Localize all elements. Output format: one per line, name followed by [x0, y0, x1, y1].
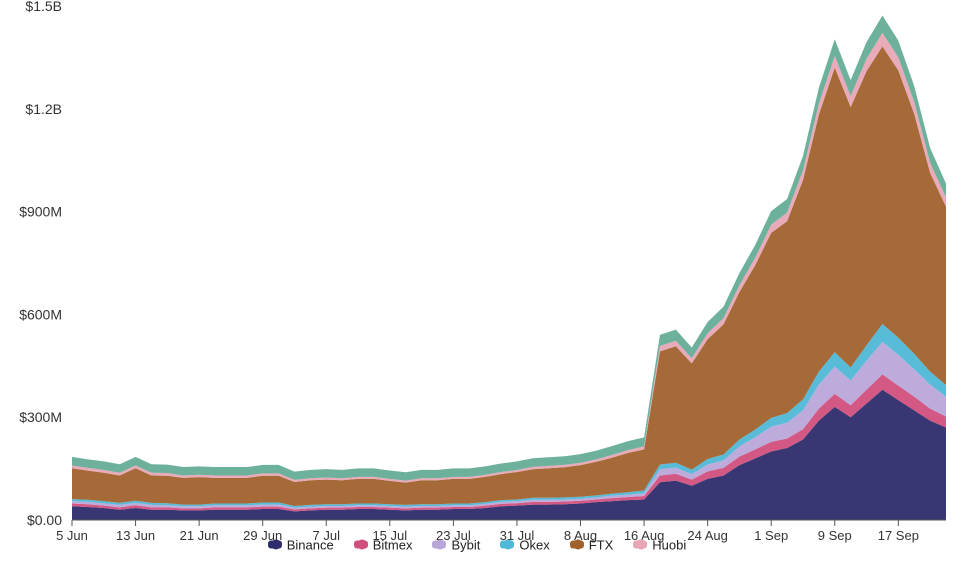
legend-marker-icon — [354, 541, 368, 549]
legend-marker-icon — [432, 541, 446, 549]
y-tick-label: $300M — [19, 409, 62, 425]
legend-label: Huobi — [652, 537, 686, 552]
legend-item-ftx[interactable]: FTX — [570, 537, 614, 552]
legend-item-huobi[interactable]: Huobi — [633, 537, 686, 552]
legend-marker-icon — [570, 541, 584, 549]
y-tick-label: $0.00 — [27, 512, 62, 528]
legend-label: Bybit — [451, 537, 480, 552]
y-tick-label: $900M — [19, 204, 62, 220]
y-tick-label: $1.2B — [25, 101, 62, 117]
legend-label: FTX — [589, 537, 614, 552]
y-tick-label: $1.5B — [25, 0, 62, 14]
stacked-area-chart: $0.00$300M$600M$900M$1.2B$1.5B5 Jun13 Ju… — [0, 0, 954, 573]
legend-label: Bitmex — [373, 537, 413, 552]
legend-item-binance[interactable]: Binance — [268, 537, 334, 552]
legend: Binance Bitmex Bybit Okex FTX Huobi — [0, 537, 954, 553]
y-tick-label: $600M — [19, 306, 62, 322]
legend-label: Okex — [519, 537, 549, 552]
chart-container: $0.00$300M$600M$900M$1.2B$1.5B5 Jun13 Ju… — [0, 0, 954, 573]
legend-marker-icon — [500, 541, 514, 549]
legend-item-bitmex[interactable]: Bitmex — [354, 537, 413, 552]
legend-marker-icon — [268, 541, 282, 549]
legend-label: Binance — [287, 537, 334, 552]
legend-item-bybit[interactable]: Bybit — [432, 537, 480, 552]
legend-item-okex[interactable]: Okex — [500, 537, 549, 552]
legend-marker-icon — [633, 541, 647, 549]
